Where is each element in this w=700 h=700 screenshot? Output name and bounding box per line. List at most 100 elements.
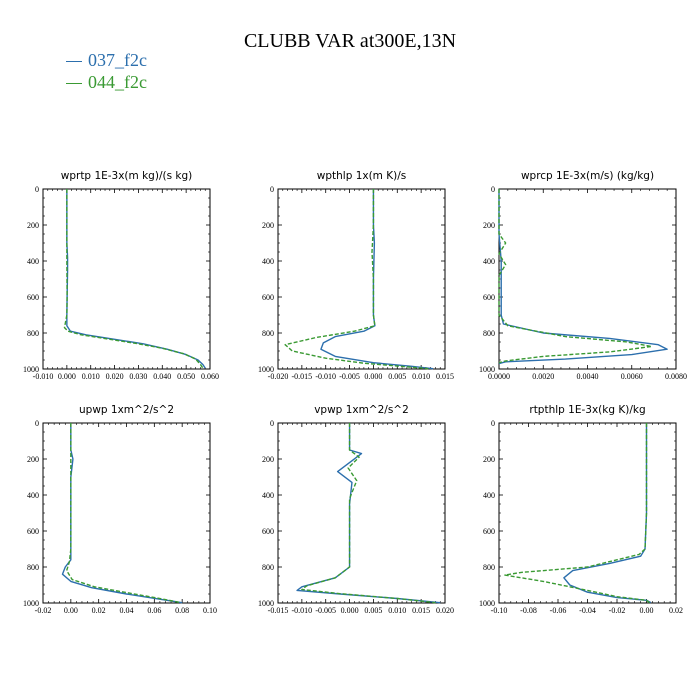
panel-4-xtick-label-1: 0.00: [64, 606, 78, 615]
panel-6-xtick-label-2: -0.06: [550, 606, 567, 615]
panel-2-frame: [277, 188, 446, 370]
panel-1-ytick-label-2: 400: [27, 257, 39, 266]
panel-3-ytick-label-3: 600: [483, 293, 495, 302]
panel-6-xtick-label-3: -0.04: [579, 606, 596, 615]
panel-4-series-037_f2c: [61, 423, 183, 604]
panel-1-xtick-label-3: 0.020: [106, 372, 124, 381]
panel-4-ytick-label-0: 0: [35, 419, 39, 428]
panel-4-xtick-label-0: -0.02: [35, 606, 52, 615]
panel-5-title: vpwp 1xm^2/s^2: [314, 404, 409, 416]
panel-3-frame: [498, 188, 677, 370]
panel-6-ytick-label-4: 800: [483, 563, 495, 572]
panel-1-xtick-label-2: 0.010: [82, 372, 100, 381]
figure-title: CLUBB VAR at300E,13N: [243, 30, 457, 52]
panel-2-series-044_f2c: [284, 189, 429, 370]
panel-6-xtick-label-5: 0.00: [640, 606, 654, 615]
panel-4-xtick-label-4: 0.06: [147, 606, 161, 615]
panel-1-ytick-label-1: 200: [27, 221, 39, 230]
panel-3-xtick-label-3: 0.0060: [621, 372, 643, 381]
panel-2-ytick-label-1: 200: [262, 221, 274, 230]
panel-6-ytick-label-2: 400: [483, 491, 495, 500]
panel-6-title: rtpthlp 1E-3x(kg K)/kg: [529, 404, 645, 416]
panel-6-frame: [498, 422, 677, 604]
panel-2-ytick-label-4: 800: [262, 329, 274, 338]
panel-1-xtick-label-7: 0.060: [201, 372, 219, 381]
panel-2-title: wpthlp 1x(m K)/s: [317, 170, 407, 182]
panel-5-xtick-label-3: 0.000: [341, 606, 359, 615]
panel-2-ytick-label-3: 600: [262, 293, 274, 302]
panel-5-xtick-label-0: -0.015: [268, 606, 289, 615]
panel-1-xtick-label-5: 0.040: [153, 372, 171, 381]
panel-4-ytick-label-2: 400: [27, 491, 39, 500]
legend-swatch-037: [66, 61, 82, 63]
panel-5-series-037_f2c: [296, 423, 441, 604]
panel-3-ytick-label-1: 200: [483, 221, 495, 230]
panel-3-xtick-label-4: 0.0080: [665, 372, 687, 381]
panel-1-series-037_f2c: [66, 189, 206, 369]
panel-4-series-044_f2c: [65, 423, 181, 604]
panel-5-ytick-label-0: 0: [270, 419, 274, 428]
panel-3-xtick-label-0: 0.0000: [488, 372, 510, 381]
panel-4-ytick-label-5: 1000: [23, 599, 39, 608]
panel-6-series-037_f2c: [563, 423, 652, 604]
panel-5-ytick-label-2: 400: [262, 491, 274, 500]
panel-2-series-037_f2c: [320, 189, 434, 370]
panel-6-xtick-label-6: 0.02: [669, 606, 683, 615]
panel-2-ytick-label-0: 0: [270, 185, 274, 194]
panel-5-ytick-label-5: 1000: [258, 599, 274, 608]
panel-1-series-044_f2c: [63, 189, 204, 369]
panel-1-xtick-label-0: -0.010: [33, 372, 54, 381]
panel-2-xtick-label-5: 0.005: [388, 372, 406, 381]
panel-4-ytick-label-1: 200: [27, 455, 39, 464]
panel-2-xtick-label-2: -0.010: [315, 372, 336, 381]
panel-4-frame: [42, 422, 211, 604]
panel-2-xtick-label-3: -0.005: [339, 372, 360, 381]
panel-2-xtick-label-7: 0.015: [436, 372, 454, 381]
panel-5-xtick-label-6: 0.015: [412, 606, 430, 615]
panel-5-xtick-label-2: -0.005: [315, 606, 336, 615]
panel-5-xtick-label-1: -0.010: [292, 606, 313, 615]
panel-4-xtick-label-2: 0.02: [92, 606, 106, 615]
panel-1-ytick-label-0: 0: [35, 185, 39, 194]
panel-3-series-044_f2c: [498, 189, 653, 364]
panel-5-xtick-label-4: 0.005: [364, 606, 382, 615]
panel-3-xtick-label-2: 0.0040: [577, 372, 599, 381]
panel-4-xtick-label-5: 0.08: [175, 606, 189, 615]
panel-3-xtick-label-1: 0.0020: [532, 372, 554, 381]
panel-5-xtick-label-5: 0.010: [388, 606, 406, 615]
panel-6-xtick-label-0: -0.10: [491, 606, 508, 615]
panel-1-title: wprtp 1E-3x(m kg)/(s kg): [61, 170, 192, 182]
panel-4-ytick-label-3: 600: [27, 527, 39, 536]
panel-1-xtick-label-1: 0.000: [58, 372, 76, 381]
panel-2-ytick-label-2: 400: [262, 257, 274, 266]
panel-6-series-044_f2c: [504, 423, 650, 604]
panel-2-xtick-label-0: -0.020: [268, 372, 289, 381]
panel-5-ytick-label-3: 600: [262, 527, 274, 536]
legend-label-044: 044_f2c: [88, 72, 147, 92]
panel-6-ytick-label-3: 600: [483, 527, 495, 536]
panel-3-ytick-label-0: 0: [491, 185, 495, 194]
legend-swatch-044: [66, 83, 82, 85]
panel-3-series-037_f2c: [498, 189, 668, 365]
panel-6-ytick-label-5: 1000: [479, 599, 495, 608]
panel-1-xtick-label-4: 0.030: [129, 372, 147, 381]
panel-3-ytick-label-5: 1000: [479, 365, 495, 374]
panel-3-ytick-label-2: 400: [483, 257, 495, 266]
panel-6-xtick-label-4: -0.02: [609, 606, 626, 615]
legend-entry-037: 037_f2c: [66, 50, 147, 70]
legend-entry-044: 044_f2c: [66, 72, 147, 92]
panel-3-ytick-label-4: 800: [483, 329, 495, 338]
panel-5-ytick-label-4: 800: [262, 563, 274, 572]
panel-5-frame: [277, 422, 446, 604]
panel-4-xtick-label-3: 0.04: [120, 606, 134, 615]
panel-2-ytick-label-5: 1000: [258, 365, 274, 374]
panel-1-ytick-label-4: 800: [27, 329, 39, 338]
panel-5-xtick-label-7: 0.020: [436, 606, 454, 615]
panel-2-xtick-label-1: -0.015: [292, 372, 313, 381]
panel-4-ytick-label-4: 800: [27, 563, 39, 572]
panel-2-xtick-label-4: 0.000: [364, 372, 382, 381]
panel-6-ytick-label-0: 0: [491, 419, 495, 428]
panel-1-ytick-label-3: 600: [27, 293, 39, 302]
panel-6-ytick-label-1: 200: [483, 455, 495, 464]
